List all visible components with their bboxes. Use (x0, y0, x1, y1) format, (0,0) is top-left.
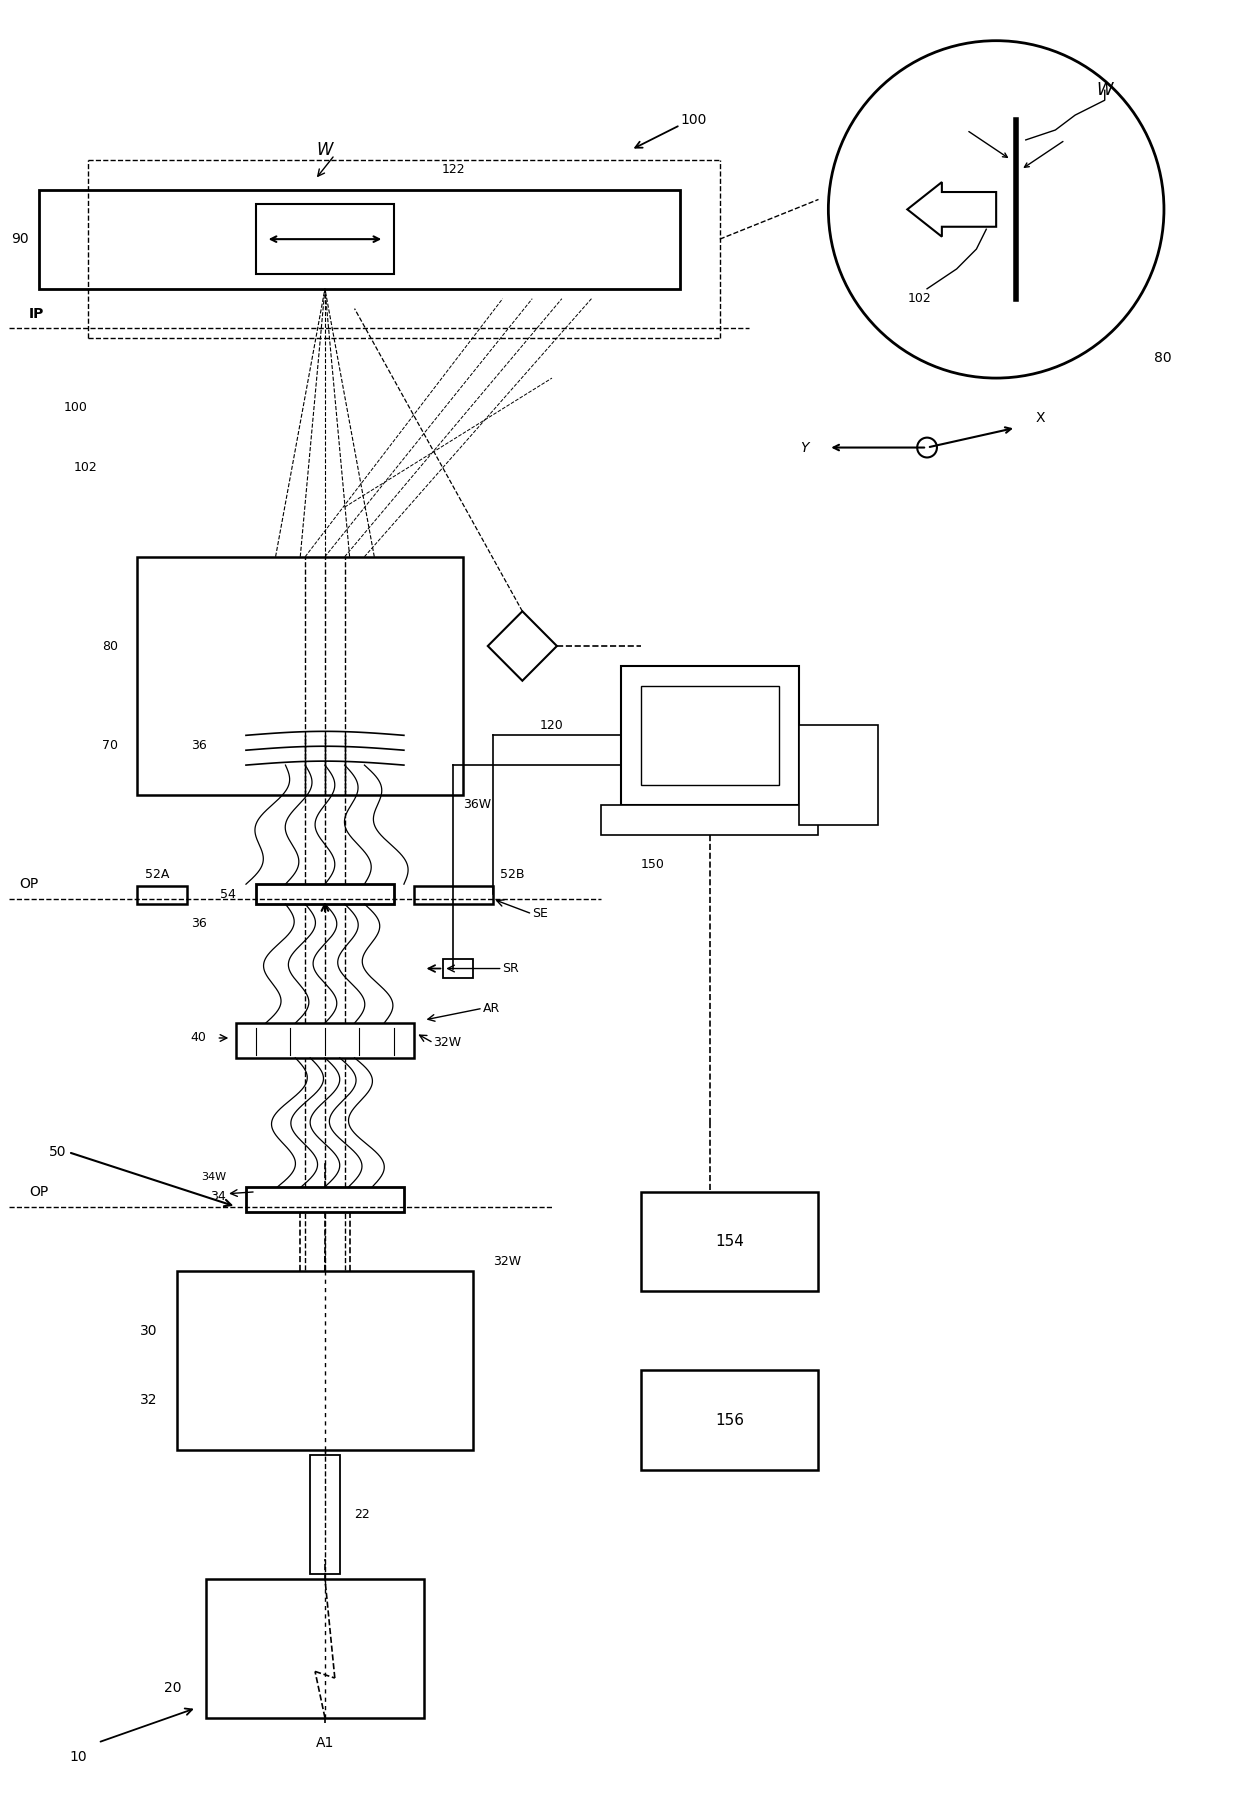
Bar (641, 1370, 818, 1469)
Bar (310, 1455, 340, 1575)
Text: 80: 80 (1154, 352, 1172, 365)
Bar (641, 686, 779, 785)
Text: X: X (1035, 410, 1045, 424)
Bar (236, 1023, 414, 1058)
Text: 70: 70 (102, 738, 118, 751)
Text: 100: 100 (681, 112, 707, 127)
Text: 10: 10 (69, 1751, 87, 1765)
Bar (138, 887, 187, 903)
Text: 54: 54 (221, 887, 236, 900)
Text: 22: 22 (355, 1507, 371, 1520)
Text: 36: 36 (191, 738, 207, 751)
Text: 32W: 32W (434, 1036, 461, 1050)
Text: 50: 50 (48, 1145, 66, 1159)
Text: 34: 34 (211, 1190, 226, 1203)
Text: 52B: 52B (500, 867, 525, 882)
Bar (177, 1272, 472, 1449)
Text: 102: 102 (74, 461, 98, 473)
Text: Y: Y (800, 441, 808, 455)
Text: 100: 100 (64, 401, 88, 414)
Bar (255, 205, 394, 274)
Text: 120: 120 (541, 718, 564, 731)
Bar (255, 883, 394, 903)
Bar (444, 958, 472, 978)
FancyArrow shape (908, 181, 996, 236)
Bar (207, 1578, 424, 1718)
Text: W: W (1096, 82, 1114, 100)
Text: OP: OP (29, 1185, 48, 1199)
Text: SE: SE (532, 907, 548, 920)
Text: 34W: 34W (201, 1172, 226, 1183)
Polygon shape (487, 611, 557, 680)
Text: 52A: 52A (145, 867, 170, 882)
Text: IP: IP (29, 307, 45, 321)
Circle shape (828, 40, 1164, 377)
Text: 154: 154 (715, 1234, 744, 1248)
Text: A1: A1 (316, 1736, 334, 1749)
Text: OP: OP (19, 878, 38, 891)
Text: 90: 90 (11, 232, 29, 247)
Text: 40: 40 (191, 1032, 207, 1045)
Text: 150: 150 (641, 858, 665, 871)
Text: SR: SR (502, 961, 520, 976)
Bar (799, 726, 878, 825)
Text: 30: 30 (140, 1324, 157, 1337)
Text: W: W (316, 141, 334, 160)
Bar (621, 666, 799, 805)
Bar (601, 805, 818, 834)
Bar (138, 557, 463, 795)
Text: 102: 102 (908, 292, 931, 305)
Bar (38, 189, 681, 288)
Text: 80: 80 (102, 640, 118, 653)
Text: AR: AR (482, 1001, 500, 1014)
Bar (641, 1192, 818, 1292)
Text: 122: 122 (441, 163, 465, 176)
Text: 36W: 36W (463, 798, 491, 811)
Text: 156: 156 (715, 1413, 744, 1428)
Text: 32W: 32W (492, 1255, 521, 1268)
Circle shape (918, 437, 937, 457)
Text: 20: 20 (165, 1682, 182, 1694)
Text: 32: 32 (140, 1393, 157, 1408)
Bar (414, 887, 492, 903)
Text: 36: 36 (191, 918, 207, 931)
Bar (246, 1186, 404, 1212)
